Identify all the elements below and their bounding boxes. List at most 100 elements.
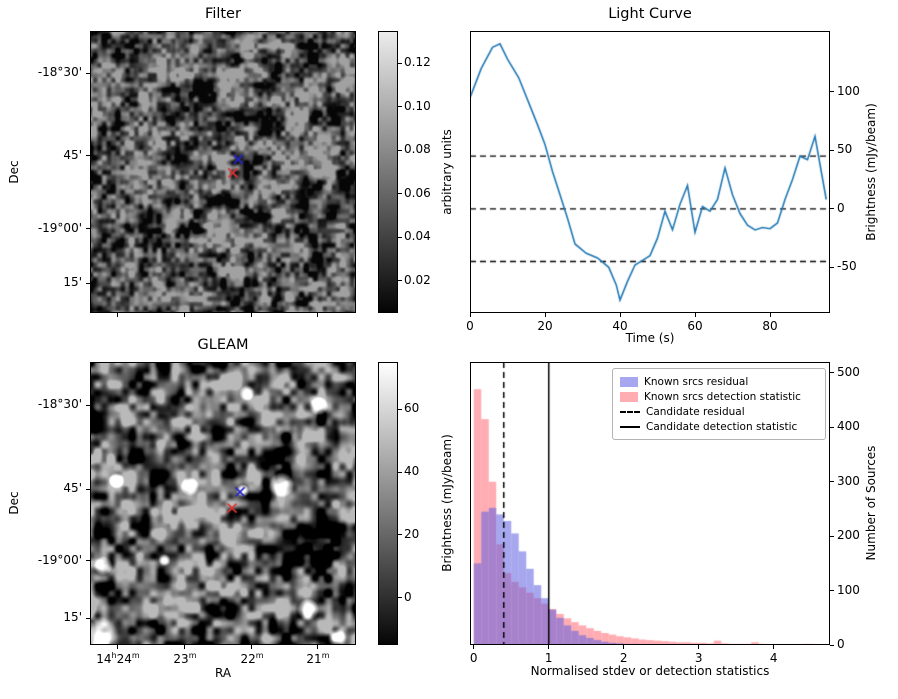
tick-label: -19°00' [37, 220, 82, 235]
tick-mark [830, 91, 834, 93]
gleam-image-canvas [90, 362, 356, 645]
tick-label: 14h24m [96, 651, 140, 666]
tick-label: 100 [837, 582, 860, 597]
tick-mark [548, 645, 550, 649]
tick-label: 0 [404, 589, 412, 604]
tick-mark [469, 313, 471, 317]
tick-label: 200 [837, 528, 860, 543]
tick-mark [473, 645, 475, 649]
tick-mark [830, 372, 834, 374]
filter-title: Filter [205, 6, 241, 22]
tick-mark [623, 645, 625, 649]
tick-mark [769, 313, 771, 317]
legend-label: Known srcs detection statistic [644, 390, 801, 403]
tick-mark [773, 645, 775, 649]
tick-mark [619, 313, 621, 317]
gleam-xlabel: RA [214, 666, 232, 680]
tick-mark [398, 408, 402, 410]
tick-mark [398, 280, 402, 282]
tick-mark [398, 597, 402, 599]
tick-mark [86, 155, 90, 157]
tick-label: 100 [837, 83, 860, 98]
tick-label: 22m [240, 651, 264, 666]
tick-mark [86, 282, 90, 284]
colorbar [378, 31, 398, 313]
tick-mark [398, 471, 402, 473]
tick-mark [117, 645, 119, 649]
tick-mark [830, 481, 834, 483]
legend-swatch [620, 391, 638, 402]
tick-label: 40 [404, 464, 420, 479]
legend-item: Candidate detection statistic [620, 419, 818, 434]
tick-label: 21m [306, 651, 330, 666]
legend-label: Candidate detection statistic [646, 420, 798, 433]
light-curve-canvas [470, 31, 830, 313]
tick-label: 3 [694, 651, 703, 665]
tick-label: -19°00' [37, 552, 82, 567]
tick-label: 300 [837, 473, 860, 488]
tick-mark [398, 236, 402, 238]
tick-label: -18°30' [37, 65, 82, 80]
tick-mark [86, 488, 90, 490]
tick-label: 0.06 [404, 185, 431, 200]
tick-label: 4 [769, 651, 778, 665]
legend: Known srcs residual Known srcs detection … [612, 368, 826, 440]
tick-label: 23m [173, 651, 197, 666]
tick-label: 0.12 [404, 55, 431, 70]
tick-mark [86, 72, 90, 74]
tick-mark [830, 426, 834, 428]
legend-label: Candidate residual [646, 405, 745, 418]
tick-mark [86, 617, 90, 619]
tick-label: 15' [63, 275, 82, 290]
legend-label: Known srcs residual [644, 375, 749, 388]
tick-mark [694, 313, 696, 317]
tick-mark [117, 313, 119, 317]
legend-item: Candidate residual [620, 404, 818, 419]
tick-mark [317, 313, 319, 317]
tick-mark [86, 228, 90, 230]
filter-image-canvas [90, 31, 356, 313]
light-curve-ylabel: Brightness (mJy/beam) [864, 103, 878, 241]
light-curve-title: Light Curve [608, 6, 692, 22]
tick-label: 80 [762, 319, 778, 333]
histogram-ylabel: Number of Sources [864, 445, 878, 561]
colorbar [378, 362, 398, 645]
tick-mark [317, 645, 319, 649]
tick-mark [830, 535, 834, 537]
tick-mark [251, 645, 253, 649]
tick-label: 45' [63, 481, 82, 496]
tick-label: 45' [63, 147, 82, 162]
tick-label: 50 [837, 142, 853, 157]
tick-mark [830, 590, 834, 592]
tick-label: 1 [544, 651, 553, 665]
legend-item: Known srcs residual [620, 374, 818, 389]
tick-label: 0.04 [404, 229, 431, 244]
tick-label: 60 [404, 401, 420, 416]
tick-mark [398, 534, 402, 536]
tick-label: 500 [837, 364, 860, 379]
tick-mark [184, 313, 186, 317]
legend-swatch [620, 425, 640, 428]
tick-label: 0.08 [404, 142, 431, 157]
tick-label: 400 [837, 419, 860, 434]
tick-mark [184, 645, 186, 649]
tick-mark [830, 208, 834, 210]
tick-mark [544, 313, 546, 317]
tick-label: 0 [469, 651, 478, 665]
tick-mark [830, 149, 834, 151]
tick-mark [830, 644, 834, 646]
tick-mark [398, 62, 402, 64]
tick-label: 0 [837, 637, 845, 651]
legend-swatch [620, 376, 638, 387]
tick-mark [398, 193, 402, 195]
tick-label: 0 [466, 319, 474, 333]
legend-swatch [620, 410, 640, 413]
tick-label: 20 [537, 319, 553, 333]
light-curve-xlabel: Time (s) [625, 331, 675, 345]
tick-label: 0.10 [404, 98, 431, 113]
tick-mark [251, 313, 253, 317]
histogram-xlabel: Normalised stdev or detection statistics [530, 664, 770, 678]
tick-label: 60 [687, 319, 703, 333]
gleam-title: GLEAM [197, 337, 249, 353]
